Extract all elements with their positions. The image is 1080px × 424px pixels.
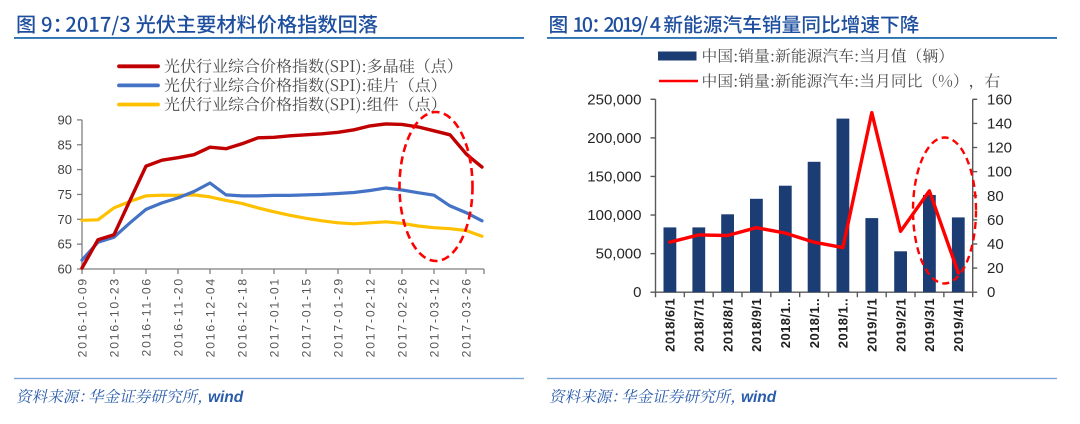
svg-text:60: 60 <box>58 262 72 277</box>
svg-text:75: 75 <box>58 187 72 202</box>
svg-text:2017-01-29: 2017-01-29 <box>332 277 346 357</box>
svg-text:85: 85 <box>58 137 72 152</box>
svg-text:2018/8/1: 2018/8/1 <box>720 298 735 352</box>
svg-text:2016-11-06: 2016-11-06 <box>140 277 154 356</box>
svg-text:2017-02-12: 2017-02-12 <box>364 277 378 357</box>
svg-text:2018/9/1: 2018/9/1 <box>749 298 764 352</box>
svg-text:160: 160 <box>987 91 1012 108</box>
svg-text:80: 80 <box>987 188 1004 205</box>
svg-text:2019/4/1: 2019/4/1 <box>951 298 966 352</box>
svg-text:250,000: 250,000 <box>587 91 641 108</box>
svg-text:2016-11-20: 2016-11-20 <box>172 277 186 356</box>
svg-text:2017-01-01: 2017-01-01 <box>268 277 282 357</box>
svg-text:2016-12-18: 2016-12-18 <box>236 277 250 357</box>
svg-text:wind: wind <box>208 389 244 406</box>
svg-text:50,000: 50,000 <box>596 246 642 263</box>
svg-text:90: 90 <box>58 112 72 127</box>
svg-text:2016-12-04: 2016-12-04 <box>204 277 218 357</box>
svg-text:140: 140 <box>987 115 1012 132</box>
svg-text:2019/3/1: 2019/3/1 <box>922 298 937 352</box>
svg-text:2018/1..: 2018/1.. <box>807 298 822 348</box>
svg-text:70: 70 <box>58 212 72 227</box>
svg-text:2017-02-26: 2017-02-26 <box>396 277 410 357</box>
svg-text:2018/6/1: 2018/6/1 <box>663 298 678 352</box>
svg-text:120: 120 <box>987 140 1012 157</box>
svg-text:80: 80 <box>58 162 72 177</box>
svg-text:0: 0 <box>987 284 995 301</box>
svg-text:100,000: 100,000 <box>587 207 641 224</box>
svg-text:100: 100 <box>987 164 1012 181</box>
svg-text:2019/1/1: 2019/1/1 <box>864 298 879 352</box>
svg-text:2018/1..: 2018/1.. <box>778 298 793 348</box>
svg-text:65: 65 <box>58 237 72 252</box>
svg-text:40: 40 <box>987 236 1004 253</box>
svg-text:2016-10-23: 2016-10-23 <box>108 277 122 357</box>
svg-text:20: 20 <box>987 260 1004 277</box>
svg-text:150,000: 150,000 <box>587 168 641 185</box>
svg-text:2018/7/1: 2018/7/1 <box>691 298 706 352</box>
svg-text:2017-03-12: 2017-03-12 <box>428 277 442 357</box>
svg-text:0: 0 <box>633 284 641 301</box>
svg-text:wind: wind <box>741 389 777 406</box>
svg-text:2017-03-26: 2017-03-26 <box>460 277 474 357</box>
svg-text:60: 60 <box>987 212 1004 229</box>
svg-text:2018/1..: 2018/1.. <box>836 298 851 348</box>
svg-text:2017-01-15: 2017-01-15 <box>300 277 314 357</box>
svg-text:2016-10-09: 2016-10-09 <box>76 277 90 357</box>
svg-text:200,000: 200,000 <box>587 130 641 147</box>
svg-text:2019/2/1: 2019/2/1 <box>893 298 908 352</box>
